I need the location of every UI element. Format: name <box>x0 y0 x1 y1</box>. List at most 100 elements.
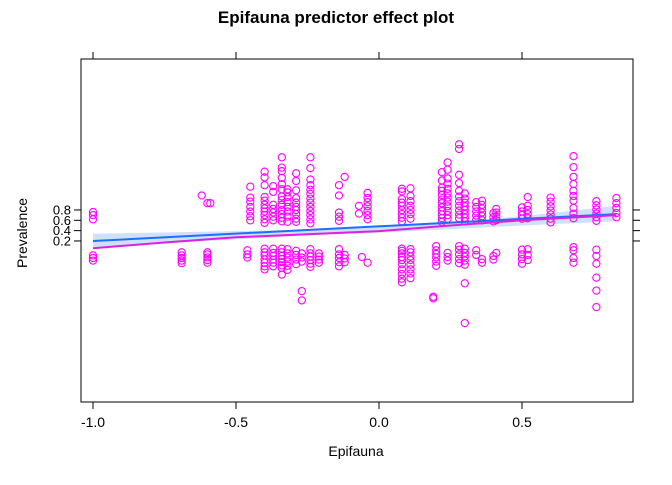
data-point <box>397 278 407 287</box>
data-point <box>443 210 452 220</box>
data-point <box>477 258 487 267</box>
data-point <box>363 210 372 220</box>
data-point <box>269 248 278 258</box>
data-point <box>454 170 464 179</box>
data-point <box>523 192 532 202</box>
data-point <box>363 258 372 267</box>
data-point <box>334 262 344 271</box>
x-axis-title: Epifauna <box>328 443 383 459</box>
smooth-line <box>92 214 617 250</box>
data-point <box>177 248 186 257</box>
data-point <box>334 208 344 217</box>
data-point <box>334 216 344 225</box>
data-point <box>569 253 578 263</box>
fit-line <box>92 213 617 242</box>
y-tick-label: 0.6 <box>53 213 71 228</box>
data-point <box>177 253 186 263</box>
data-point <box>569 162 578 172</box>
data-point <box>443 206 452 216</box>
data-point <box>406 191 415 201</box>
data-point <box>460 318 469 328</box>
data-point <box>397 252 407 262</box>
data-point <box>283 261 292 270</box>
data-point <box>406 269 415 278</box>
data-point <box>277 244 286 253</box>
data-point <box>243 246 252 255</box>
data-point <box>269 204 278 214</box>
data-point <box>203 250 212 259</box>
data-point <box>472 250 481 260</box>
data-point <box>260 167 269 176</box>
data-point <box>269 216 278 225</box>
data-point <box>306 194 315 203</box>
data-point <box>569 196 578 205</box>
data-point <box>314 252 324 261</box>
data-point <box>406 255 415 265</box>
data-point <box>432 249 441 259</box>
data-point <box>306 202 315 212</box>
confidence-band <box>93 205 617 248</box>
data-point <box>291 214 301 223</box>
data-point <box>592 286 601 295</box>
x-tick-label: 0.5 <box>512 414 532 430</box>
data-point <box>489 255 498 264</box>
data-point <box>203 253 212 262</box>
data-point <box>460 244 469 253</box>
data-point <box>397 274 407 283</box>
data-point <box>246 207 255 216</box>
data-point <box>260 196 269 205</box>
data-point <box>397 269 407 279</box>
data-point <box>472 246 481 255</box>
data-point <box>269 200 278 209</box>
data-point <box>569 172 578 182</box>
data-point <box>334 181 344 190</box>
data-point <box>291 202 301 212</box>
data-point <box>477 212 487 221</box>
data-point <box>88 210 98 220</box>
data-point <box>363 193 372 203</box>
data-point <box>88 207 98 217</box>
data-point <box>363 188 372 198</box>
chart-title: Epifauna predictor effect plot <box>218 8 454 27</box>
lines-layer <box>92 213 617 250</box>
x-tick-label: 0.0 <box>369 414 389 430</box>
data-point <box>277 261 286 270</box>
data-point <box>291 193 301 203</box>
data-point <box>569 258 578 267</box>
data-point <box>443 193 452 202</box>
data-point <box>291 255 301 264</box>
data-point <box>397 246 407 255</box>
data-point <box>260 248 269 257</box>
data-point <box>406 209 415 219</box>
data-point <box>517 250 527 259</box>
data-point <box>306 210 315 220</box>
data-point <box>297 257 306 266</box>
data-point <box>517 245 527 254</box>
data-point <box>334 212 344 221</box>
data-point <box>569 246 578 255</box>
points-layer <box>88 140 621 328</box>
data-point <box>523 245 532 254</box>
data-point <box>297 249 306 258</box>
data-point <box>203 258 212 267</box>
data-point <box>340 172 349 182</box>
data-point <box>340 254 349 263</box>
data-point <box>277 153 286 162</box>
data-point <box>612 208 621 218</box>
data-point <box>277 263 286 272</box>
data-point <box>523 205 532 215</box>
data-point <box>546 202 555 211</box>
data-point <box>429 292 438 301</box>
data-point <box>443 202 452 211</box>
data-point <box>283 202 292 212</box>
data-point <box>306 163 315 173</box>
data-point <box>260 215 269 224</box>
data-point <box>406 205 415 215</box>
data-point <box>460 209 469 219</box>
data-point <box>277 258 286 267</box>
data-point <box>314 249 324 258</box>
data-point <box>269 187 278 197</box>
data-point <box>306 219 315 228</box>
data-point <box>569 243 578 252</box>
data-point <box>397 249 407 258</box>
